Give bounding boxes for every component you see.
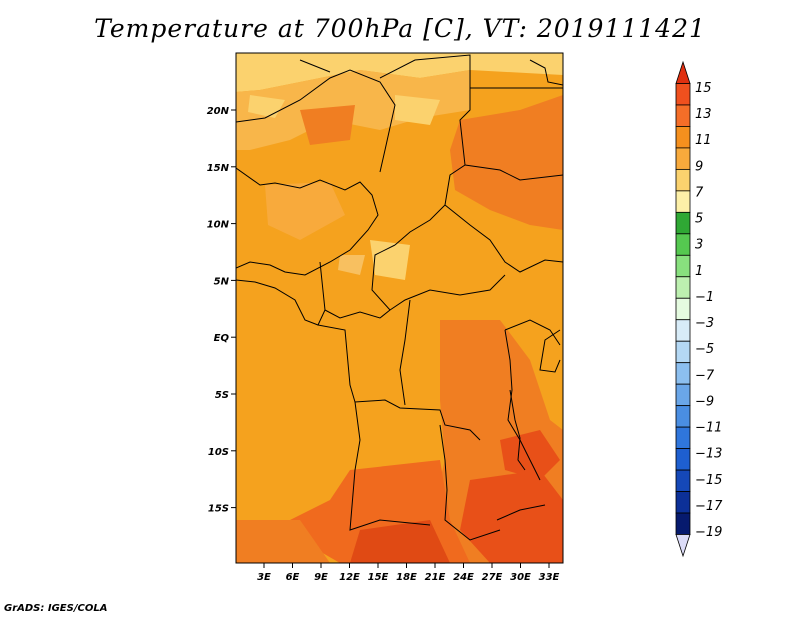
colorbar-label: −17: [695, 499, 723, 514]
colorbar-label: −9: [695, 394, 714, 409]
colorbar-segment: [675, 297, 691, 321]
colorbar-segment: [675, 362, 691, 385]
lon-tick-label: 15E: [368, 572, 389, 583]
lat-tick-label: 15N: [207, 163, 230, 174]
colorbar: 15 13 11 9 7 5 3 1 −1 −3 −5 −7 −9 −11 −13 −15 −17 −19: [675, 60, 723, 558]
colorbar-label: −5: [695, 342, 714, 357]
colorbar-segment: [675, 211, 691, 235]
colorbar-segment: [675, 254, 691, 278]
colorbar-label: 5: [695, 212, 703, 227]
colorbar-segment: [675, 448, 691, 471]
longitude-ticks: 3E 6E 9E 12E 15E 18E 21E 24E 27E 30E 33E: [257, 563, 560, 583]
colorbar-label: 13: [695, 107, 712, 122]
lon-tick-label: 33E: [539, 572, 560, 583]
colorbar-segment: [675, 383, 691, 407]
colorbar-label: −1: [695, 290, 714, 305]
colorbar-segment: [675, 126, 691, 149]
colorbar-label: 11: [695, 133, 712, 148]
lon-tick-label: 30E: [510, 572, 531, 583]
colorbar-segment: [675, 469, 691, 492]
colorbar-label: −11: [695, 421, 722, 436]
colorbar-segment: [675, 340, 691, 364]
map-title: Temperature at 700hPa [C], VT: 201911142…: [94, 14, 706, 43]
colorbar-label: −19: [695, 525, 722, 540]
lon-tick-label: 24E: [453, 572, 474, 583]
lon-tick-label: 27E: [482, 572, 503, 583]
lon-tick-label: 9E: [314, 572, 328, 583]
colorbar-segment: [675, 147, 691, 170]
lat-tick-label: 10S: [208, 447, 229, 458]
lon-tick-label: 3E: [257, 572, 271, 583]
colorbar-segment: [675, 168, 691, 192]
colorbar-segment: [675, 405, 691, 428]
temperature-field: [236, 53, 563, 563]
lat-tick-label: 15S: [208, 504, 229, 515]
lon-tick-label: 21E: [425, 572, 446, 583]
colorbar-label: 9: [695, 159, 703, 174]
colorbar-segment: [675, 426, 691, 450]
colorbar-segment: [675, 276, 691, 299]
colorbar-label: 15: [695, 81, 712, 96]
colorbar-segment: [675, 190, 691, 213]
lat-tick-label: 5N: [214, 276, 230, 287]
colorbar-segment: [675, 512, 691, 535]
lat-tick-label: 10N: [207, 220, 230, 231]
lon-tick-label: 12E: [339, 572, 360, 583]
colorbar-segment: [675, 233, 691, 256]
colorbar-segment: [675, 104, 691, 127]
colorbar-segment: [675, 319, 691, 342]
colorbar-label: 7: [695, 185, 704, 200]
credit-label: GrADS: IGES/COLA: [4, 603, 108, 614]
colorbar-label: 1: [695, 264, 703, 279]
colorbar-bottom-arrow: [675, 534, 691, 558]
lon-tick-label: 18E: [396, 572, 417, 583]
colorbar-segment: [675, 83, 691, 106]
latitude-ticks: 20N 15N 10N 5N EQ 5S 10S 15S: [207, 106, 236, 515]
lat-tick-label: 5S: [215, 390, 229, 401]
lat-tick-label: EQ: [214, 333, 230, 344]
country-borders: [236, 54, 563, 541]
colorbar-segment: [675, 491, 691, 514]
colorbar-label: 3: [695, 238, 703, 253]
colorbar-label: −7: [695, 368, 715, 383]
lon-tick-label: 6E: [286, 572, 300, 583]
colorbar-label: −15: [695, 473, 722, 488]
colorbar-label: −3: [695, 316, 714, 331]
colorbar-top-arrow: [675, 60, 691, 84]
colorbar-label: −13: [695, 447, 722, 462]
lat-tick-label: 20N: [207, 106, 230, 117]
map-frame: [235, 52, 564, 564]
